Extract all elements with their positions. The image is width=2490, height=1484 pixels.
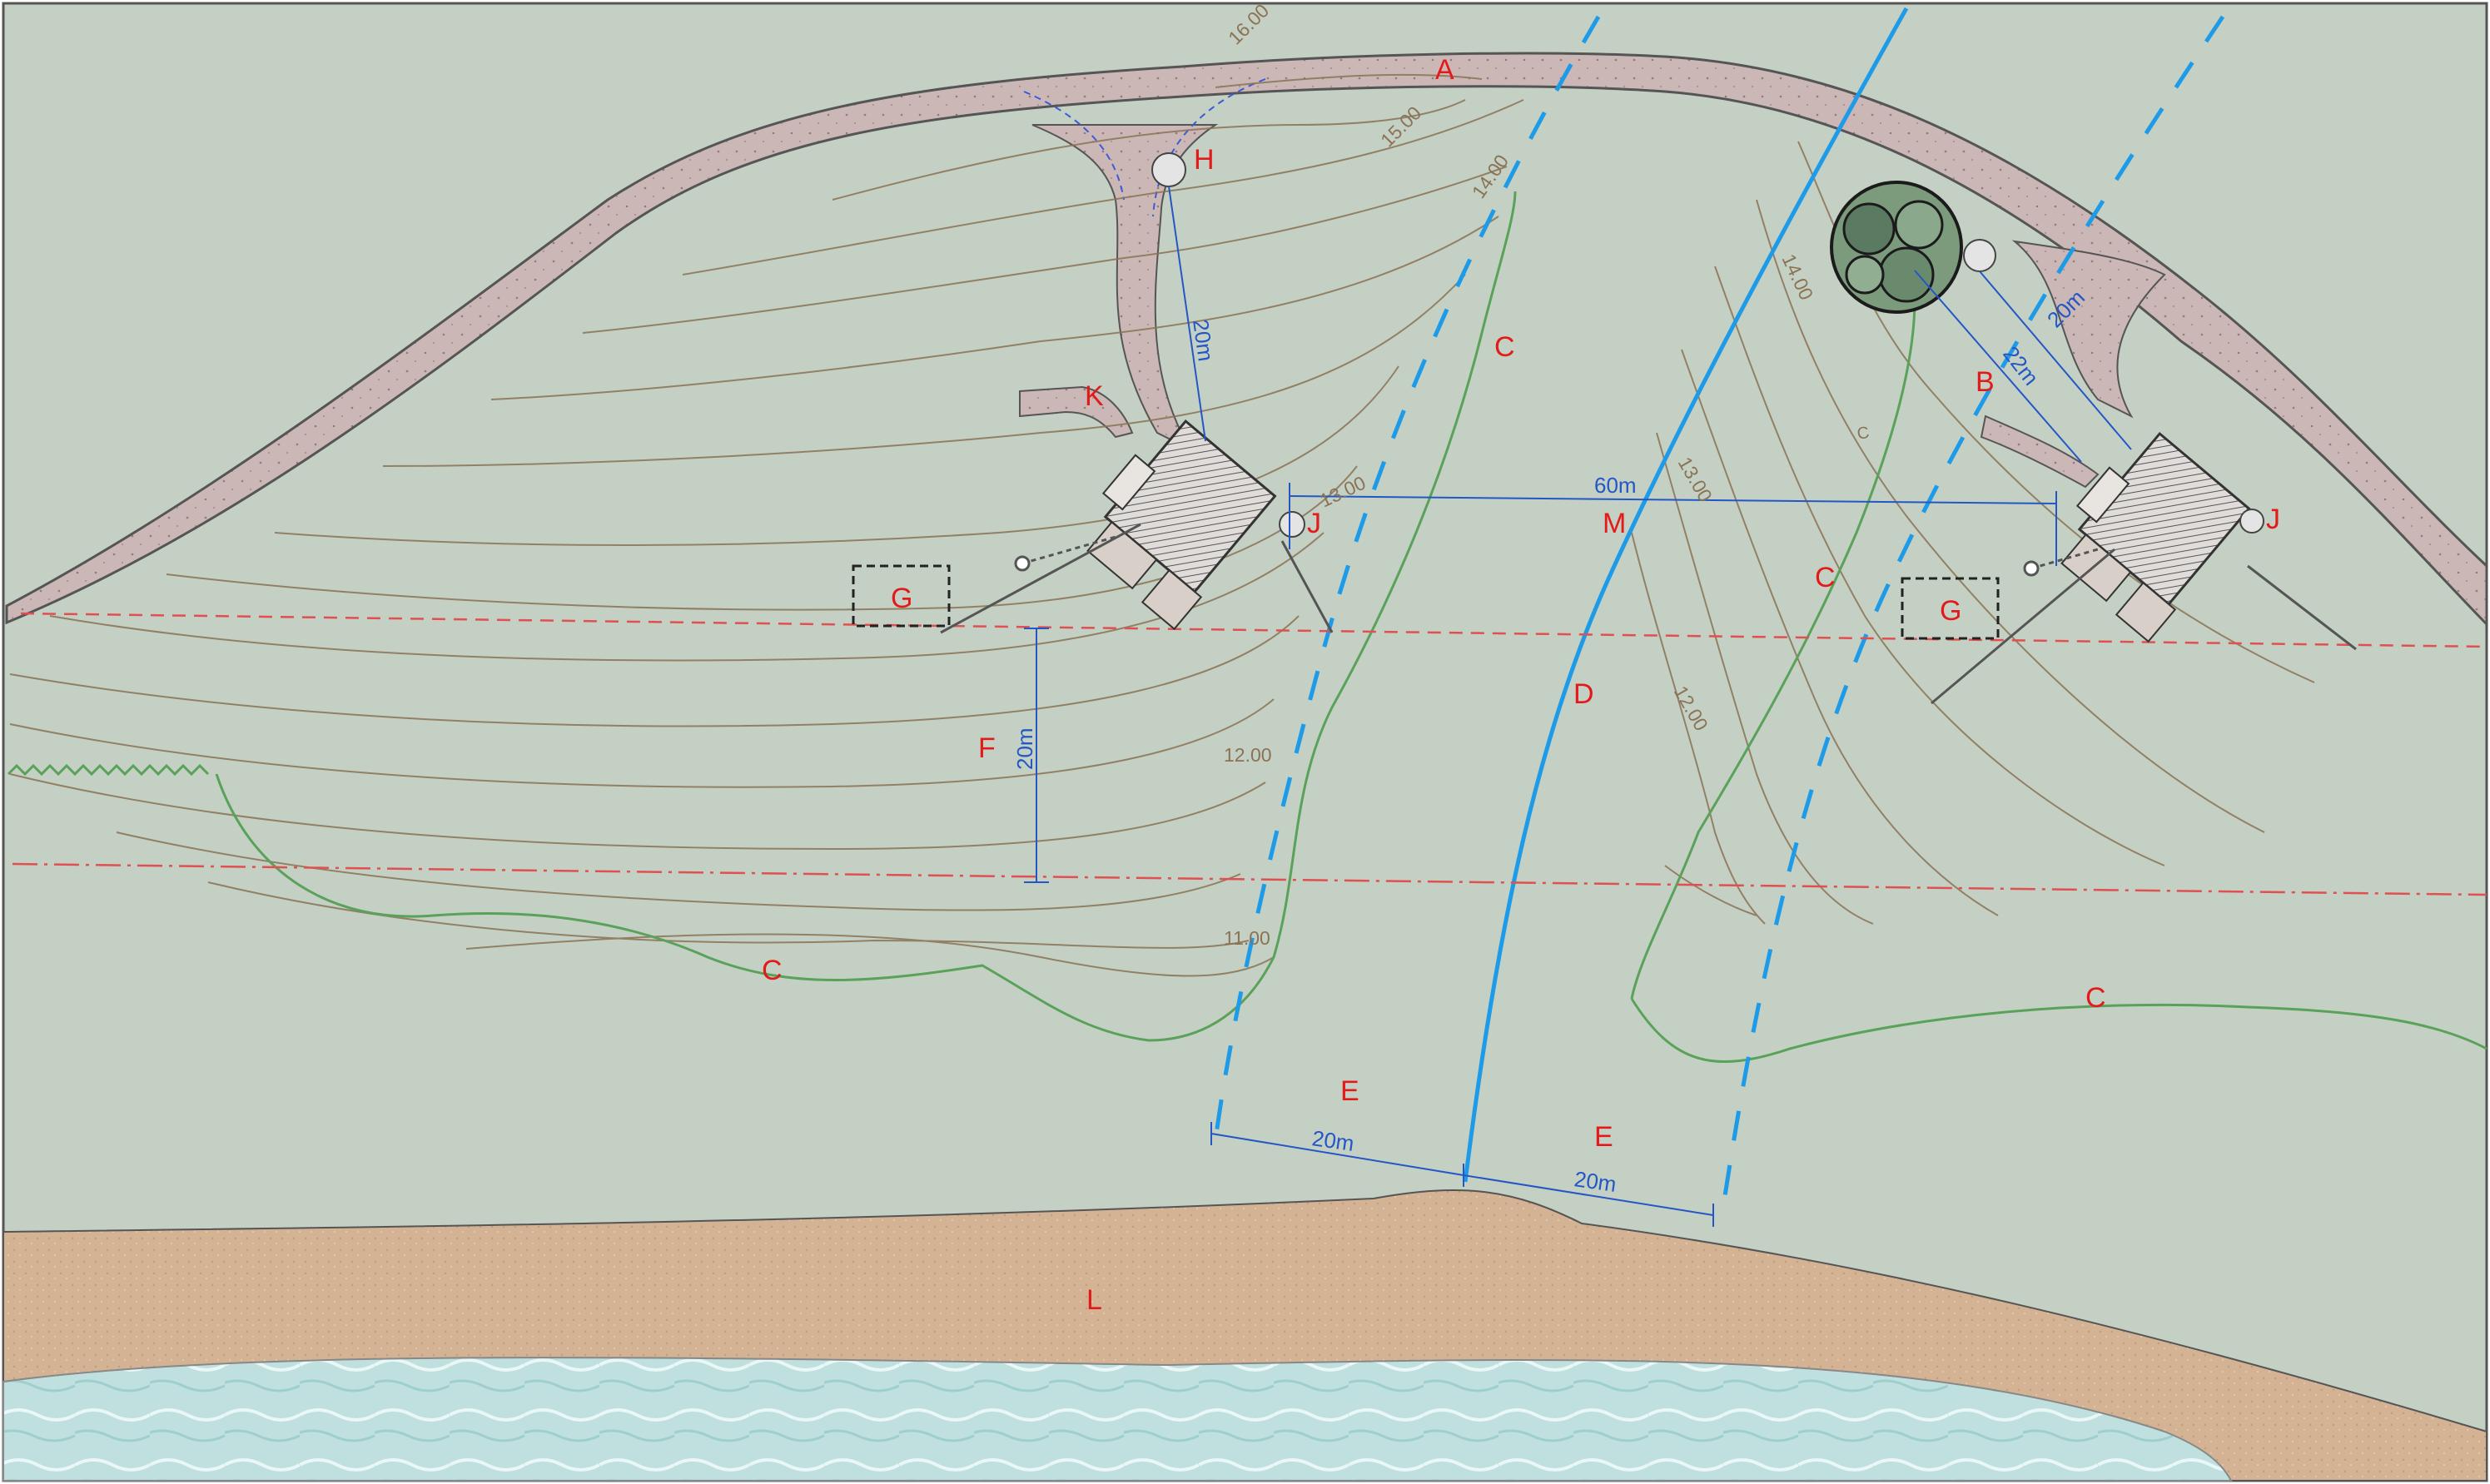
label-f: F (978, 732, 996, 764)
contour-lines (9, 73, 2315, 977)
dimension-label: 20m (1310, 1125, 1355, 1156)
house-left (1086, 419, 1277, 631)
label-c: C (1815, 562, 1836, 593)
contour-label: 11.00 (1224, 927, 1270, 949)
well-icon (1151, 152, 1186, 187)
water (2, 1357, 2233, 1482)
hedges (7, 191, 2488, 1063)
septic-zone-right (1901, 577, 2000, 640)
label-g: G (891, 583, 912, 614)
tree-icon (1830, 181, 1963, 314)
label-m: M (1603, 508, 1626, 539)
dimension-label: 20m (1188, 318, 1219, 363)
label-l: L (1086, 1284, 1102, 1316)
septic-zone-left (852, 564, 951, 628)
label-d: D (1573, 678, 1594, 710)
well-icon (2239, 509, 2264, 534)
label-g: G (1940, 595, 1961, 627)
label-c: C (1856, 424, 1871, 444)
dimension-label: 20m (1573, 1166, 1618, 1197)
septic-lines (940, 523, 2357, 705)
label-j: J (1307, 508, 1321, 539)
house-right (2060, 431, 2251, 643)
label-c: C (2085, 982, 2106, 1014)
stream (1463, 7, 1909, 1183)
label-c: C (1494, 331, 1515, 363)
label-a: A (1435, 54, 1454, 86)
well-icon (1279, 511, 1305, 538)
road (5, 52, 2488, 628)
label-e: E (1594, 1121, 1613, 1153)
label-e: E (1340, 1075, 1359, 1107)
label-c: C (762, 955, 783, 986)
label-j: J (2266, 504, 2280, 535)
label-b: B (1976, 366, 1995, 398)
dimension-label: 60m (1594, 473, 1637, 498)
driveway-right (1980, 240, 2166, 489)
label-k: K (1085, 380, 1104, 412)
well-icon (1963, 239, 1996, 272)
boundary-lines (12, 612, 2488, 896)
contour-label: 12.00 (1224, 744, 1272, 766)
dimension-lines (1024, 186, 2132, 1227)
label-h: H (1194, 144, 1215, 176)
dimension-label: 20m (1012, 727, 1037, 770)
